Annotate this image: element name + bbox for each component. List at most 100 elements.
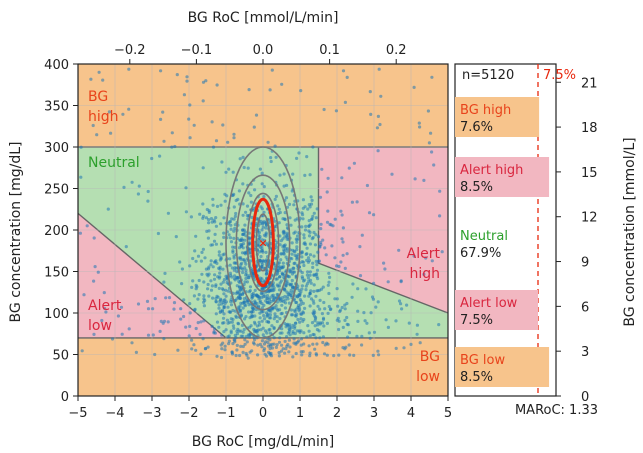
data-point xyxy=(285,295,289,299)
data-point xyxy=(310,217,314,221)
data-point xyxy=(281,237,285,241)
scatter-points xyxy=(78,67,444,360)
data-point xyxy=(120,332,124,336)
data-point xyxy=(215,354,219,358)
data-point xyxy=(213,232,217,236)
data-point xyxy=(207,265,211,269)
data-point xyxy=(322,324,326,328)
data-point xyxy=(270,324,274,328)
data-point xyxy=(283,217,287,222)
data-point xyxy=(310,237,314,241)
data-point xyxy=(298,298,302,302)
data-point xyxy=(92,236,96,240)
data-point xyxy=(191,279,195,283)
data-point xyxy=(239,257,243,261)
data-point xyxy=(277,354,281,358)
data-point xyxy=(209,288,214,292)
boundary-alert-high xyxy=(317,147,449,314)
data-point xyxy=(308,223,312,227)
data-point xyxy=(244,210,248,214)
data-point xyxy=(365,183,369,188)
data-point xyxy=(281,266,285,270)
data-point xyxy=(219,222,223,226)
data-point xyxy=(184,210,188,214)
data-point xyxy=(242,165,246,170)
data-point xyxy=(206,345,210,349)
data-point xyxy=(79,145,83,149)
data-point xyxy=(190,285,194,289)
data-point xyxy=(200,272,204,276)
data-point xyxy=(253,300,257,305)
data-point xyxy=(290,272,295,276)
data-point xyxy=(292,337,296,341)
data-point xyxy=(257,320,261,324)
region-label-alert-low: Alert xyxy=(88,298,122,314)
data-point xyxy=(89,77,93,81)
data-point xyxy=(243,342,247,346)
data-point xyxy=(207,210,211,214)
data-point xyxy=(382,261,386,265)
data-point xyxy=(314,352,318,356)
y-tick-label: 250 xyxy=(44,183,69,198)
data-point xyxy=(280,303,284,307)
data-point xyxy=(322,352,327,356)
region-label-bg-high: BG xyxy=(88,89,108,105)
data-point xyxy=(305,335,309,339)
data-point xyxy=(243,280,247,284)
data-point xyxy=(384,318,388,322)
data-point xyxy=(232,268,236,272)
data-point xyxy=(300,276,305,280)
data-point xyxy=(207,221,211,225)
data-point xyxy=(329,307,333,311)
data-point xyxy=(306,276,310,280)
data-point xyxy=(327,280,331,284)
data-point xyxy=(222,312,226,316)
data-point xyxy=(390,172,394,176)
data-point xyxy=(371,297,375,301)
data-point xyxy=(218,271,222,275)
data-point xyxy=(262,349,266,353)
data-point xyxy=(294,321,298,325)
data-point xyxy=(310,198,314,202)
data-point xyxy=(127,67,131,71)
data-point xyxy=(245,204,250,208)
data-point xyxy=(293,261,297,265)
data-point xyxy=(321,316,326,320)
data-point xyxy=(201,166,205,170)
data-point xyxy=(279,349,284,353)
data-point xyxy=(238,293,242,297)
data-point xyxy=(274,245,278,249)
data-point xyxy=(299,343,303,347)
x-tick-label: −5 xyxy=(68,406,87,421)
y2-axis-label: BG concentration [mmol/L] xyxy=(622,137,638,326)
data-point xyxy=(316,321,320,325)
x2-tick-label: 0.0 xyxy=(253,43,274,58)
data-point xyxy=(294,351,298,356)
data-point xyxy=(360,334,364,338)
data-point xyxy=(285,335,289,339)
data-point xyxy=(341,253,345,257)
data-point xyxy=(301,206,305,210)
data-point xyxy=(301,260,306,264)
data-point xyxy=(256,294,261,299)
data-point xyxy=(350,200,354,204)
data-point xyxy=(306,256,311,260)
data-point xyxy=(258,167,262,171)
data-point xyxy=(215,320,220,324)
data-point xyxy=(239,244,244,248)
data-point xyxy=(369,112,373,116)
data-point xyxy=(343,100,347,104)
data-point xyxy=(295,307,299,311)
data-point xyxy=(340,176,344,180)
data-point xyxy=(217,253,221,257)
data-point xyxy=(319,287,324,291)
data-point xyxy=(399,279,403,283)
data-point xyxy=(204,79,208,83)
data-point xyxy=(418,125,422,129)
data-point xyxy=(268,88,272,92)
data-point xyxy=(252,307,256,311)
data-point xyxy=(267,350,271,354)
data-point xyxy=(300,251,304,255)
data-point xyxy=(328,275,332,279)
data-point xyxy=(350,295,354,299)
